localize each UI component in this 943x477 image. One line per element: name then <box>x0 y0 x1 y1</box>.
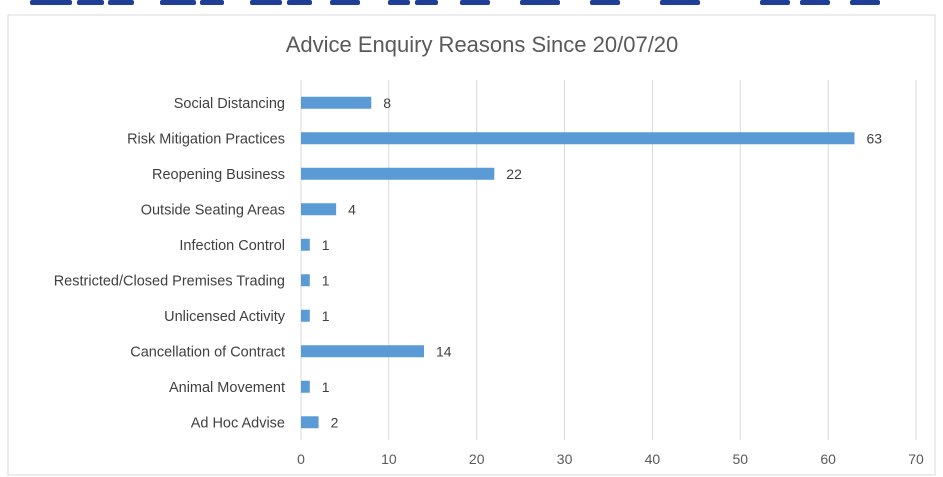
bar <box>301 203 337 216</box>
category-label: Reopening Business <box>152 167 285 183</box>
bar <box>301 309 310 322</box>
header-strip-segment <box>520 0 560 5</box>
data-label: 1 <box>322 237 330 253</box>
data-label: 22 <box>506 166 522 182</box>
header-strip-segment <box>590 0 620 5</box>
header-strip-decoration <box>30 0 880 5</box>
chart-frame <box>7 14 936 476</box>
data-label: 14 <box>436 343 452 359</box>
bar <box>301 96 372 109</box>
category-label: Outside Seating Areas <box>141 202 285 218</box>
x-tick-label: 50 <box>732 451 748 467</box>
category-label: Restricted/Closed Premises Trading <box>54 273 285 289</box>
header-strip-segment <box>415 0 438 5</box>
header-strip-segment <box>30 0 72 5</box>
category-label: Unlicensed Activity <box>164 309 286 325</box>
data-labels: 8 63 22 4 1 1 1 14 1 2 <box>322 95 883 431</box>
header-strip-segment <box>760 0 790 5</box>
bar <box>301 416 319 429</box>
header-strip-segment <box>660 0 700 5</box>
data-label: 8 <box>383 95 391 111</box>
category-label: Cancellation of Contract <box>130 344 285 360</box>
data-label: 4 <box>348 201 356 217</box>
header-strip-segment <box>160 0 196 5</box>
data-label: 1 <box>322 272 330 288</box>
header-strip-segment <box>388 0 410 5</box>
category-label: Social Distancing <box>174 96 285 112</box>
data-label: 1 <box>322 308 330 324</box>
header-strip-segment <box>287 0 312 5</box>
header-strip-segment <box>850 0 880 5</box>
x-tick-label: 60 <box>820 451 836 467</box>
data-label: 63 <box>867 130 883 146</box>
x-tick-label: 70 <box>908 451 924 467</box>
header-strip-segment <box>800 0 830 5</box>
category-label: Risk Mitigation Practices <box>127 131 285 147</box>
bar <box>301 132 855 145</box>
header-strip-segment <box>200 0 224 5</box>
x-axis-tick-labels: 0 10 20 30 40 50 60 70 <box>297 451 924 467</box>
bar <box>301 274 310 287</box>
header-strip-segment <box>108 0 134 5</box>
data-label: 2 <box>331 414 339 430</box>
bars <box>301 96 855 429</box>
x-tick-label: 30 <box>557 451 573 467</box>
category-label: Infection Control <box>179 238 285 254</box>
data-label: 1 <box>322 379 330 395</box>
x-tick-label: 0 <box>297 451 305 467</box>
bar <box>301 345 424 358</box>
header-strip-segment <box>77 0 104 5</box>
bar <box>301 380 310 393</box>
x-tick-label: 40 <box>645 451 661 467</box>
x-tick-label: 10 <box>381 451 397 467</box>
header-strip-segment <box>250 0 282 5</box>
header-strip-segment <box>460 0 490 5</box>
bar <box>301 238 310 251</box>
category-labels: Social Distancing Risk Mitigation Practic… <box>54 96 286 432</box>
bar <box>301 167 495 180</box>
header-strip-segment <box>330 0 360 5</box>
category-label: Animal Movement <box>169 380 285 396</box>
x-tick-label: 20 <box>469 451 485 467</box>
chart-title: Advice Enquiry Reasons Since 20/07/20 <box>286 32 679 57</box>
category-label: Ad Hoc Advise <box>191 415 285 431</box>
